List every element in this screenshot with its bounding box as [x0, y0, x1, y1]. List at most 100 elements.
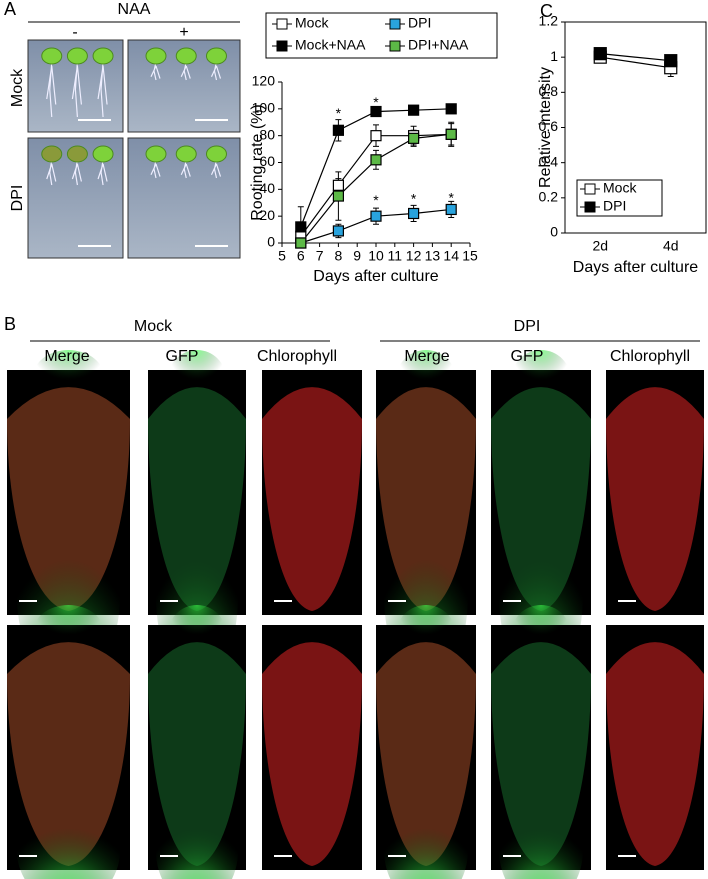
root: [180, 61, 191, 81]
y-tick-label: 0: [267, 234, 275, 250]
marker: [370, 210, 382, 222]
gfp-signal: [511, 350, 571, 410]
seedling: [41, 145, 63, 163]
annotation: *: [448, 189, 454, 205]
legend-marker: [584, 201, 596, 213]
x-tick-label: 15: [462, 248, 478, 264]
root: [71, 61, 82, 118]
marker: [664, 54, 678, 68]
y-tick-label: 40: [259, 180, 275, 196]
marker: [332, 124, 344, 136]
x-axis-label: Days after culture: [573, 259, 698, 276]
root: [150, 61, 161, 81]
legend-label: DPI+NAA: [408, 37, 469, 53]
y-tick-label: 1: [550, 48, 558, 64]
marker: [408, 207, 420, 220]
seedling: [41, 47, 63, 65]
root: [210, 159, 222, 179]
seedling: [66, 145, 88, 163]
column-label: GFP: [511, 348, 544, 365]
legend-marker: [276, 40, 288, 52]
column-label: GFP: [166, 348, 199, 365]
panel-label: B: [4, 314, 16, 334]
y-axis-label: Rooting rate (%): [249, 104, 266, 221]
gfp-signal: [155, 795, 239, 879]
panel-label: C: [540, 1, 553, 21]
y-tick-label: 80: [259, 126, 275, 142]
marker: [445, 128, 457, 140]
leaf: [262, 387, 362, 611]
column-label: Chlorophyll: [610, 348, 690, 365]
group-label: DPI: [514, 318, 541, 335]
marker: [332, 179, 344, 191]
x-tick-label: 8: [335, 248, 343, 264]
marker: [445, 103, 457, 115]
legend-marker: [584, 183, 596, 195]
naa-level: -: [72, 24, 77, 41]
gfp-signal: [167, 605, 227, 665]
y-tick-label: 60: [259, 153, 275, 169]
seedling: [205, 145, 227, 163]
root: [46, 61, 57, 118]
legend-box: [265, 12, 498, 59]
y-axis-label: Relative intensity: [537, 67, 554, 188]
marker: [370, 130, 382, 142]
legend-label: Mock+NAA: [295, 37, 366, 53]
root: [97, 61, 108, 118]
marker: [445, 203, 457, 216]
column-label: Chlorophyll: [257, 348, 337, 365]
gfp-signal: [31, 350, 106, 410]
marker: [332, 225, 344, 237]
marker: [295, 237, 307, 249]
seedling: [175, 145, 197, 163]
gfp-signal: [167, 350, 227, 410]
panel-label: A: [4, 0, 16, 19]
root: [46, 159, 57, 186]
seedling: [145, 145, 167, 163]
seedling: [92, 145, 114, 163]
y-tick-label: 0.4: [539, 153, 559, 169]
y-tick-label: 100: [252, 100, 276, 116]
seedling: [92, 47, 114, 65]
y-tick-label: 0: [550, 224, 558, 240]
root: [180, 159, 191, 179]
marker: [408, 104, 420, 116]
gfp-signal: [511, 605, 571, 665]
x-tick-label: 12: [406, 248, 422, 264]
y-tick-label: 1.2: [539, 13, 559, 29]
gfp-signal: [384, 795, 468, 879]
y-tick-label: 20: [259, 207, 275, 223]
group-label: Mock: [134, 318, 173, 335]
root: [71, 159, 82, 186]
annotation: *: [336, 105, 342, 121]
marker: [408, 132, 420, 144]
legend-label: Mock: [603, 180, 637, 196]
gfp-signal: [16, 795, 121, 879]
series-line: [600, 53, 671, 62]
x-tick-label: 5: [278, 248, 286, 264]
seedling: [175, 47, 197, 65]
naa-label: NAA: [118, 1, 151, 18]
legend-label: DPI: [603, 198, 626, 214]
series-line: [600, 56, 671, 69]
row-label: DPI: [9, 185, 26, 212]
x-tick-label: 13: [425, 248, 441, 264]
legend-marker: [276, 18, 288, 30]
legend-marker: [389, 40, 401, 52]
column-label: Merge: [44, 348, 89, 365]
gfp-signal: [499, 795, 583, 879]
marker: [332, 190, 344, 202]
y-tick-label: 120: [252, 73, 276, 89]
seedling: [145, 47, 167, 65]
naa-level: +: [179, 24, 188, 41]
root: [210, 61, 222, 81]
y-tick-label: 0.2: [539, 189, 559, 205]
seedling: [66, 47, 88, 65]
marker: [295, 221, 307, 233]
x-tick-label: 6: [297, 248, 305, 264]
y-tick-label: 0.6: [539, 118, 559, 134]
row-label: Mock: [9, 68, 26, 107]
root: [97, 159, 108, 186]
leaf: [262, 642, 362, 866]
